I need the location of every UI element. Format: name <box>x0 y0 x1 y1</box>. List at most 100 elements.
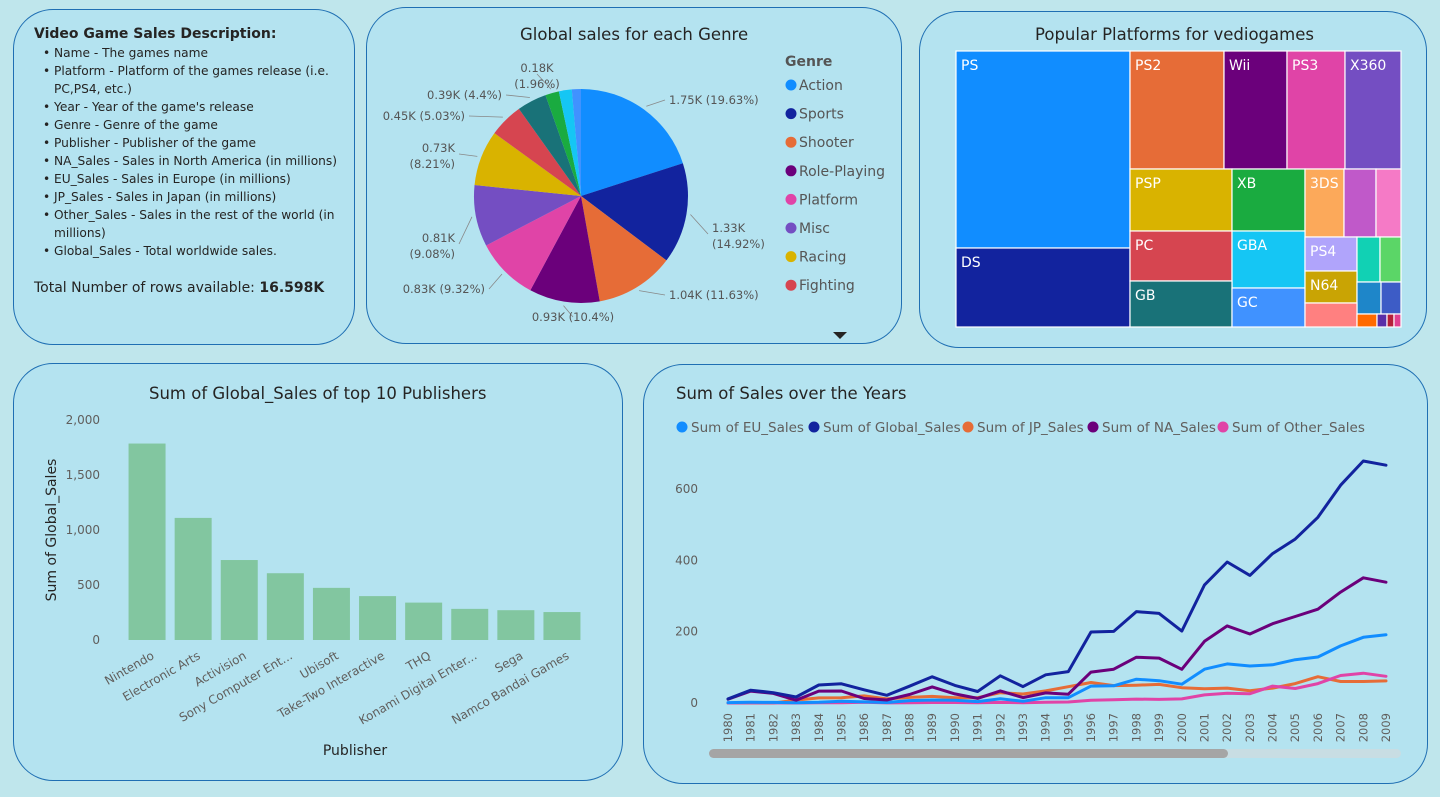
x-tick-label: 1986 <box>857 713 871 742</box>
pie-data-label: 0.45K (5.03%) <box>383 109 465 123</box>
publisher-chart-title: Sum of Global_Sales of top 10 Publishers <box>149 384 487 403</box>
legend-label: Shooter <box>799 135 854 151</box>
legend-marker <box>785 165 797 177</box>
pie-data-label: 0.81K <box>422 231 456 245</box>
sales-years-card[interactable]: Sum of Sales over the Years Sum of EU_Sa… <box>643 364 1428 784</box>
legend-marker <box>785 108 797 120</box>
y-axis-title: Sum of Global_Sales <box>44 459 60 602</box>
description-item: JP_Sales - Sales in Japan (in millions) <box>43 188 344 206</box>
platform-treemap-card[interactable]: Popular Platforms for vediogames PS DS PS2… <box>919 11 1427 348</box>
y-tick-label: 600 <box>675 482 698 496</box>
scrollbar-thumb[interactable] <box>709 749 1228 758</box>
pie-data-label: 0.39K (4.4%) <box>427 88 502 102</box>
pie-data-label: (14.92%) <box>712 237 765 251</box>
legend-label: Sum of EU_Sales <box>691 420 804 436</box>
treemap-tile <box>1129 230 1233 282</box>
treemap-tile <box>1129 50 1225 170</box>
pie-leader-line <box>690 214 709 235</box>
x-tick-label: 1995 <box>1061 713 1075 742</box>
pie-leader-line <box>505 94 530 98</box>
x-tick-label: 2008 <box>1356 713 1370 742</box>
bar <box>359 596 397 640</box>
pie-data-label: 0.93K (10.4%) <box>532 310 614 324</box>
horizontal-scrollbar[interactable] <box>709 749 1401 758</box>
x-tick-label: 1993 <box>1016 713 1030 742</box>
treemap-tile <box>1304 270 1358 304</box>
x-tick-label: 2005 <box>1288 713 1302 742</box>
legend-title: Genre <box>785 54 832 70</box>
treemap-tile-label: PS2 <box>1135 58 1161 74</box>
pie-leader-line <box>639 290 666 296</box>
treemap-tile <box>1223 50 1288 170</box>
genre-pie-chart[interactable]: 1.75K (19.63%) 1.33K (14.92%) 1.04K (11.63%… <box>367 8 903 345</box>
legend-label: Sum of Global_Sales <box>823 420 961 436</box>
legend-label: Misc <box>799 221 830 237</box>
pie-slice <box>558 89 581 196</box>
treemap-tile-label: GB <box>1135 288 1155 304</box>
x-tick-label: 2006 <box>1311 713 1325 742</box>
x-axis-title: Publisher <box>323 743 388 759</box>
x-tick-label: 2002 <box>1220 713 1234 742</box>
total-rows-value: 16.598K <box>259 280 325 296</box>
pie-data-label: (8.21%) <box>409 157 455 171</box>
treemap-tile-label: PS4 <box>1310 244 1336 260</box>
x-tick-label: 1997 <box>1107 713 1121 742</box>
description-card: Video Game Sales Description: Name - The… <box>13 9 355 345</box>
pie-data-label: 1.04K (11.63%) <box>669 288 759 302</box>
pie-slice <box>486 196 581 291</box>
treemap-tile-label: X360 <box>1350 58 1386 74</box>
bar <box>266 573 304 640</box>
pie-data-label: 1.33K <box>712 221 746 235</box>
treemap-tile-label: Wii <box>1229 58 1250 74</box>
pie-slice <box>494 108 581 196</box>
treemap-tile <box>1129 168 1233 232</box>
treemap-tile <box>1379 236 1402 283</box>
publisher-bar-card[interactable]: Sum of Global_Sales of top 10 Publishers… <box>13 363 623 781</box>
bar <box>451 608 489 640</box>
bar <box>128 443 166 640</box>
x-tick-label: 1982 <box>766 713 780 742</box>
bar <box>405 602 443 640</box>
legend-scroll-down-icon <box>833 332 847 339</box>
treemap-tile <box>1231 230 1306 289</box>
bar <box>543 612 581 640</box>
y-tick-label: 400 <box>675 553 698 567</box>
description-item: Other_Sales - Sales in the rest of the w… <box>43 206 344 242</box>
pie-data-label: (1.96%) <box>514 77 560 91</box>
pie-leader-line <box>563 305 574 318</box>
treemap-tile <box>1286 50 1346 170</box>
x-tick-label: Sega <box>492 648 525 675</box>
pie-leader-line <box>458 153 478 157</box>
pie-leader-line <box>458 216 473 245</box>
y-tick-label: 200 <box>675 625 698 639</box>
treemap-tile-label: PSP <box>1135 176 1161 192</box>
bar <box>497 610 535 640</box>
legend-marker <box>962 421 974 433</box>
y-tick-label: 1,500 <box>66 468 100 482</box>
x-tick-label: 2000 <box>1175 713 1189 742</box>
legend-marker <box>785 222 797 234</box>
sales-line-chart[interactable]: Sum of EU_Sales Sum of Global_Sales Sum of… <box>644 365 1429 785</box>
genre-pie-card[interactable]: Global sales for each Genre 1.75K (19.63… <box>366 7 902 344</box>
description-item: EU_Sales - Sales in Europe (in millions) <box>43 170 344 188</box>
pie-leader-line <box>536 73 552 90</box>
treemap-tile <box>1356 313 1378 328</box>
platform-treemap[interactable]: PS DS PS2 Wii PS3 X360 PSP XB 3DS PC GBA PS4 GB GC N64 <box>920 12 1428 349</box>
series-line <box>726 459 1388 701</box>
pie-leader-line <box>646 99 666 107</box>
treemap-tile-label: 3DS <box>1310 176 1339 192</box>
y-tick-label: 0 <box>690 696 698 710</box>
legend-marker <box>785 79 797 91</box>
treemap-tile-label: GC <box>1237 295 1258 311</box>
pie-data-label: 0.73K <box>422 141 456 155</box>
legend-marker <box>785 251 797 263</box>
legend-label: Sum of NA_Sales <box>1102 420 1216 436</box>
genre-chart-title: Global sales for each Genre <box>520 25 749 44</box>
x-tick-label: 1998 <box>1129 713 1143 742</box>
x-tick-label: 2009 <box>1379 713 1393 742</box>
legend-label: Sum of Other_Sales <box>1232 420 1365 436</box>
x-tick-label: 2004 <box>1266 713 1280 742</box>
legend-label: Platform <box>799 192 858 208</box>
x-tick-label: 1996 <box>1084 713 1098 742</box>
